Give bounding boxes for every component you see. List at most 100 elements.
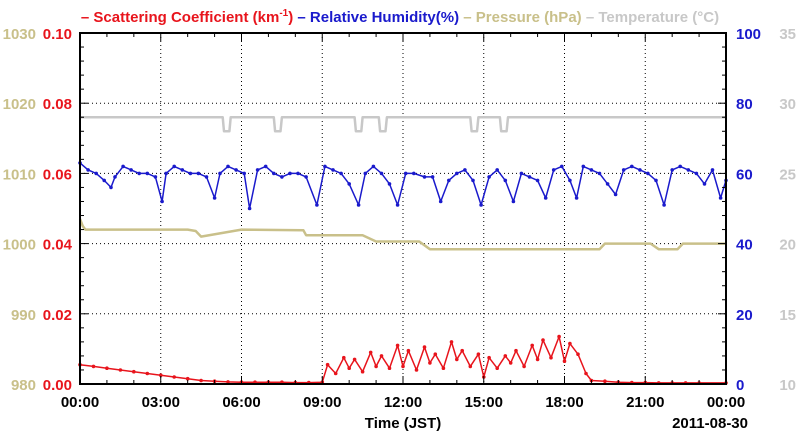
- series-point-scattering-coefficient: [460, 348, 465, 353]
- humidity-axis-tick-label: 40: [736, 237, 753, 254]
- series-point-relative-humidity: [574, 196, 579, 200]
- series-point-relative-humidity: [495, 168, 500, 172]
- series-point-scattering-coefficient: [342, 355, 346, 360]
- series-point-scattering-coefficient: [441, 366, 446, 371]
- series-point-relative-humidity: [164, 171, 168, 176]
- pressure-axis-tick-label: 1000: [3, 237, 36, 254]
- x-axis-tick-label: 00:00: [61, 394, 99, 411]
- series-point-scattering-coefficient: [199, 378, 203, 383]
- series-point-scattering-coefficient: [576, 352, 580, 357]
- pressure-axis-tick-label: 990: [11, 307, 36, 324]
- series-point-relative-humidity: [568, 178, 572, 183]
- series-point-scattering-coefficient: [514, 348, 518, 353]
- series-layer: [78, 115, 728, 385]
- series-point-relative-humidity: [605, 182, 610, 186]
- series-point-relative-humidity: [638, 168, 642, 172]
- series-point-scattering-coefficient: [172, 375, 176, 379]
- series-point-scattering-coefficient: [325, 362, 330, 367]
- series-point-relative-humidity: [589, 168, 594, 172]
- x-axis-tick-label: 18:00: [545, 394, 583, 411]
- series-point-scattering-coefficient: [549, 355, 553, 360]
- series-point-relative-humidity: [121, 164, 125, 169]
- series-point-relative-humidity: [702, 182, 707, 186]
- series-point-relative-humidity: [387, 182, 392, 186]
- series-point-relative-humidity: [347, 182, 352, 186]
- legend: – Scattering Coefficient (km-1) – Relati…: [81, 8, 719, 26]
- chart-grid: [80, 33, 726, 384]
- series-point-scattering-coefficient: [428, 361, 432, 365]
- x-axis-tick-label: 09:00: [303, 394, 341, 411]
- pressure-axis-tick-label: 1020: [3, 96, 36, 113]
- temperature-axis-tick-label: 10: [779, 377, 796, 394]
- series-point-relative-humidity: [304, 175, 308, 179]
- series-point-scattering-coefficient: [91, 364, 96, 369]
- series-point-scattering-coefficient: [568, 341, 572, 346]
- pressure-axis-tick-label: 980: [11, 377, 36, 394]
- series-point-relative-humidity: [551, 168, 556, 172]
- series-point-scattering-coefficient: [387, 366, 392, 371]
- series-point-relative-humidity: [646, 171, 650, 176]
- series-point-relative-humidity: [479, 203, 483, 207]
- series-point-relative-humidity: [180, 168, 185, 172]
- series-point-relative-humidity: [356, 203, 361, 207]
- series-point-relative-humidity: [662, 203, 666, 207]
- scattering-axis-tick-label: 0.02: [43, 307, 72, 324]
- series-point-relative-humidity: [363, 171, 368, 176]
- series-point-relative-humidity: [218, 171, 222, 176]
- series-point-relative-humidity: [412, 171, 416, 176]
- series-point-scattering-coefficient: [401, 364, 405, 369]
- series-point-scattering-coefficient: [433, 352, 438, 357]
- series-point-scattering-coefficient: [535, 357, 540, 362]
- series-point-relative-humidity: [371, 164, 376, 169]
- series-point-relative-humidity: [212, 196, 217, 200]
- series-point-relative-humidity: [323, 164, 327, 169]
- series-point-scattering-coefficient: [495, 366, 500, 371]
- legend-entry-1: – Relative Humidity(%): [293, 9, 459, 26]
- series-point-relative-humidity: [102, 178, 106, 183]
- series-point-relative-humidity: [339, 171, 343, 176]
- date-label: 2011-08-30: [672, 415, 748, 432]
- series-point-relative-humidity: [315, 203, 319, 207]
- series-point-scattering-coefficient: [374, 364, 378, 369]
- series-point-relative-humidity: [172, 164, 176, 169]
- series-point-relative-humidity: [94, 171, 98, 176]
- series-point-relative-humidity: [438, 199, 443, 204]
- series-point-relative-humidity: [204, 175, 209, 179]
- series-point-relative-humidity: [654, 178, 658, 183]
- series-point-scattering-coefficient: [503, 354, 508, 358]
- series-point-relative-humidity: [280, 175, 284, 179]
- humidity-axis-tick-label: 80: [736, 96, 753, 113]
- series-point-relative-humidity: [503, 178, 508, 183]
- series-point-relative-humidity: [487, 175, 491, 179]
- temperature-axis-tick-label: 25: [779, 166, 796, 183]
- series-point-relative-humidity: [621, 168, 626, 172]
- series-point-relative-humidity: [527, 175, 532, 179]
- series-point-relative-humidity: [395, 203, 400, 207]
- series-point-scattering-coefficient: [347, 366, 352, 371]
- humidity-axis-tick-label: 60: [736, 166, 753, 183]
- series-point-relative-humidity: [196, 171, 201, 176]
- series-line-pressure: [78, 218, 726, 251]
- series-point-relative-humidity: [430, 175, 435, 179]
- series-point-scattering-coefficient: [422, 345, 427, 349]
- scattering-axis-tick-label: 0.08: [43, 96, 72, 113]
- x-axis-tick-label: 12:00: [384, 394, 422, 411]
- series-point-scattering-coefficient: [226, 380, 230, 384]
- series-point-relative-humidity: [255, 168, 260, 172]
- series-point-scattering-coefficient: [468, 364, 473, 369]
- series-point-scattering-coefficient: [379, 354, 384, 358]
- series-point-relative-humidity: [597, 171, 602, 176]
- series-point-relative-humidity: [160, 199, 164, 204]
- series-point-relative-humidity: [543, 196, 548, 200]
- series-point-relative-humidity: [447, 178, 451, 183]
- series-point-scattering-coefficient: [522, 364, 526, 369]
- series-point-relative-humidity: [331, 168, 335, 172]
- legend-text: – Scattering Coefficient (km-1) – Relati…: [81, 8, 719, 26]
- series-point-scattering-coefficient: [603, 379, 607, 384]
- series-point-relative-humidity: [581, 164, 586, 169]
- series-line-temperature: [80, 115, 726, 133]
- series-point-scattering-coefficient: [584, 371, 588, 376]
- series-point-relative-humidity: [113, 175, 117, 179]
